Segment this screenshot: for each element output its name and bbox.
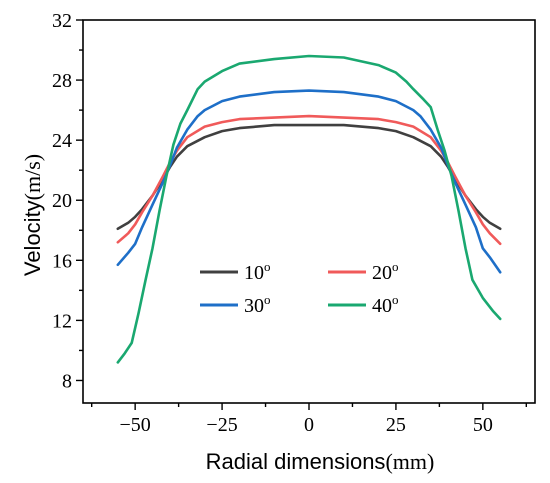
x-axis-label: Radial dimensions [206, 449, 386, 474]
y-tick-label: 32 [52, 10, 72, 32]
y-tick-label: 28 [52, 70, 72, 92]
x-tick-label: −50 [120, 414, 151, 436]
series-line-20 [116, 114, 502, 246]
axis-titles: Radial dimensions(mm) Velocity(m/s) [20, 154, 434, 474]
y-tick-label: 24 [52, 130, 72, 152]
x-axis-title: Radial dimensions(mm) [206, 449, 435, 474]
x-tick-label: −25 [206, 414, 237, 436]
x-tick-label: 50 [473, 414, 493, 436]
legend-label-20: 20o [372, 259, 399, 284]
axis-ticks: −50 −25 0 25 50 8 12 16 20 24 28 32 [52, 10, 528, 436]
y-axis-title: Velocity(m/s) [20, 154, 45, 276]
y-tick-label: 12 [52, 310, 72, 332]
y-tick-label: 8 [62, 370, 72, 392]
y-tick-label: 20 [52, 190, 72, 212]
y-axis-unit: (m/s) [20, 154, 45, 200]
y-axis-label: Velocity [20, 200, 45, 276]
legend-label-10: 10o [244, 259, 271, 284]
series-lines [116, 54, 502, 364]
chart-legend: 10o 20o 30o 40o [200, 259, 399, 317]
legend-label-30: 30o [244, 292, 271, 317]
x-tick-label: 0 [304, 414, 314, 436]
series-line-40 [116, 54, 502, 364]
x-tick-label: 25 [386, 414, 406, 436]
legend-label-40: 40o [372, 292, 399, 317]
y-tick-label: 16 [52, 250, 72, 272]
x-axis-unit: (mm) [385, 449, 434, 474]
series-line-30 [116, 89, 502, 274]
